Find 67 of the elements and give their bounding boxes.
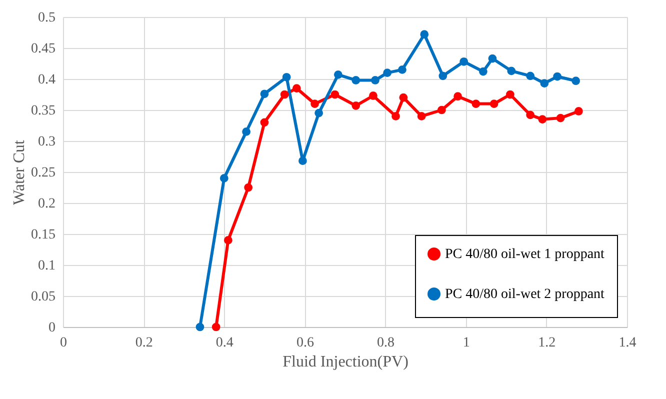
point xyxy=(556,114,565,122)
point xyxy=(330,90,340,99)
point xyxy=(472,100,480,108)
point xyxy=(454,92,462,101)
point xyxy=(572,76,580,86)
point xyxy=(242,128,250,136)
y-tick-label: 0.5 xyxy=(38,10,56,26)
point xyxy=(526,110,534,120)
x-tick-label: 0.4 xyxy=(216,336,234,350)
point xyxy=(292,84,301,92)
point xyxy=(507,66,516,76)
x-tick-label: 0.8 xyxy=(377,336,395,350)
point xyxy=(490,100,498,108)
point xyxy=(369,92,378,100)
point xyxy=(298,156,307,166)
point xyxy=(280,90,289,99)
y-tick-label: 0.15 xyxy=(31,228,56,242)
point xyxy=(488,54,497,63)
point xyxy=(310,100,319,108)
point xyxy=(352,76,360,84)
point xyxy=(314,108,323,118)
point xyxy=(244,183,252,192)
point xyxy=(506,90,514,99)
point xyxy=(398,66,406,74)
point xyxy=(260,90,269,98)
point xyxy=(417,112,426,120)
x-tick-label: 0.6 xyxy=(296,336,314,350)
point xyxy=(438,72,448,80)
point xyxy=(212,322,220,332)
point xyxy=(383,68,392,77)
point xyxy=(553,72,562,81)
point xyxy=(420,30,429,39)
point xyxy=(399,93,408,102)
y-tick-label: 0.45 xyxy=(31,42,56,56)
x-tick-label: 1.4 xyxy=(618,336,636,350)
point xyxy=(260,118,269,127)
x-tick-label: 0 xyxy=(60,336,67,350)
y-tick-label: 0.4 xyxy=(38,72,56,88)
point xyxy=(540,79,549,88)
x-axis-title: Fluid Injection(PV) xyxy=(282,354,408,370)
point xyxy=(526,72,534,80)
point xyxy=(282,72,291,82)
point xyxy=(371,76,380,84)
point xyxy=(334,70,342,79)
point xyxy=(220,174,228,182)
point xyxy=(538,115,547,124)
point xyxy=(574,107,583,116)
point xyxy=(392,112,400,120)
y-tick-label: 0.1 xyxy=(38,258,56,274)
x-tick-label: 0.2 xyxy=(135,336,153,350)
point xyxy=(224,236,232,244)
y-tick-label: 0.35 xyxy=(31,104,56,118)
point xyxy=(196,322,204,332)
y-tick-label: 0.05 xyxy=(31,290,56,304)
y-axis-title: Water Cut xyxy=(11,139,28,205)
y-tick-label: 0.3 xyxy=(38,134,56,150)
point xyxy=(352,101,360,110)
legend-label: PC 40/80 oil-wet 2 proppant xyxy=(445,287,605,302)
point xyxy=(438,106,446,114)
y-tick-label: 0.25 xyxy=(31,166,56,180)
legend-label: PC 40/80 oil-wet 1 proppant xyxy=(445,247,605,262)
y-tick-label: 0 xyxy=(48,320,56,336)
x-tick-label: 1 xyxy=(462,336,470,350)
y-tick-label: 0.2 xyxy=(38,196,56,212)
x-tick-label: 1.2 xyxy=(538,336,556,350)
point xyxy=(460,57,468,66)
point xyxy=(478,67,488,76)
